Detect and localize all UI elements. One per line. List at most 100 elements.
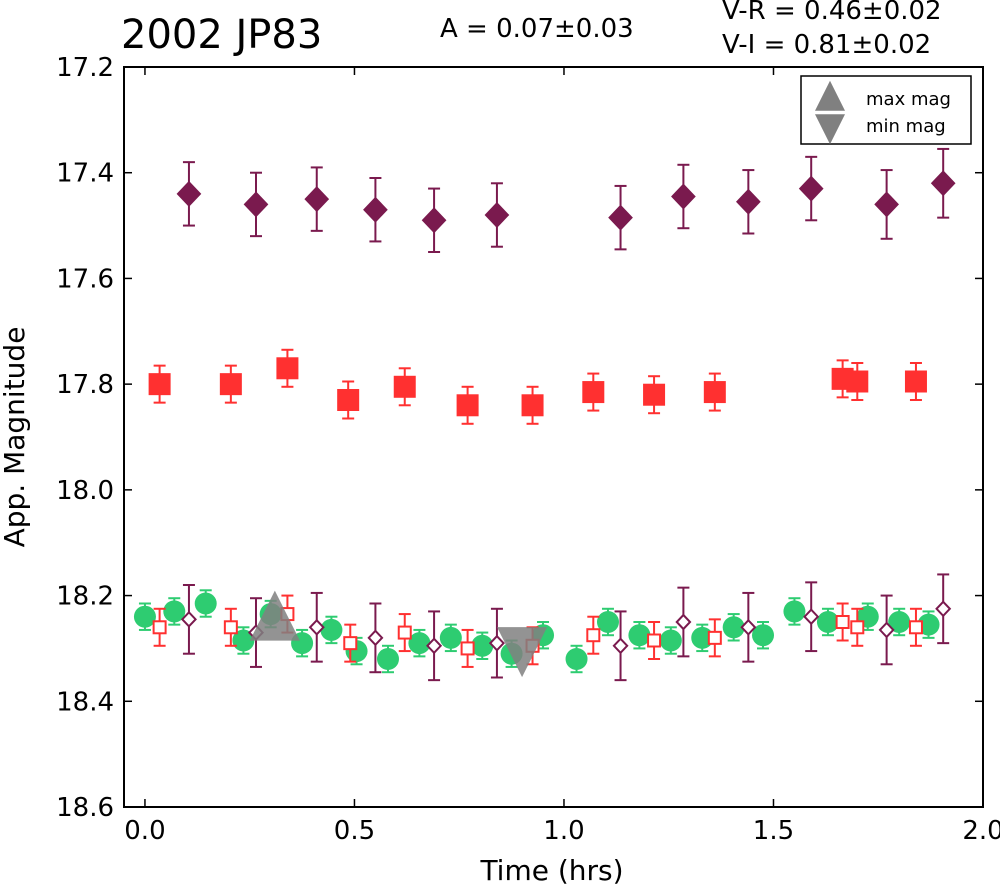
data-point-circle [628,624,651,647]
series-triangle-down-filled [497,627,548,678]
x-axis-ticks: 0.0 0.5 1.0 1.5 2.0 [124,67,1000,846]
data-point-diamond [484,202,510,228]
data-point-circle [783,600,806,623]
data-point-circle [133,605,156,628]
x-tick-label: 0.5 [334,816,375,846]
data-point-square [707,630,722,645]
data-point-diamond [675,613,692,631]
data-point-diamond [671,183,696,210]
data-point-circle [888,611,911,633]
data-point-diamond [304,186,330,213]
data-point-square [850,620,865,635]
y-tick-label: 18.2 [56,582,114,612]
axes [123,66,984,808]
data-point-diamond [735,188,761,215]
data-point-square [521,394,544,417]
legend-label: max mag [866,89,951,110]
data-point-diamond [363,196,388,223]
y-tick-label: 18.6 [56,793,114,823]
data-point-square [846,370,869,393]
plot-frame [123,66,984,808]
data-point-circle [471,634,494,657]
x-tick-label: 1.5 [753,816,794,846]
data-point-circle [320,618,343,641]
data-point-circle [659,629,682,652]
data-point-square [643,383,666,406]
data-point-diamond [421,207,447,234]
y-tick-label: 17.8 [56,370,114,400]
legend-label: min mag [866,116,946,137]
data-point-diamond [798,175,824,202]
data-point-square [219,373,242,396]
x-tick-label: 0.0 [124,816,165,846]
y-axis-label: App. Magnitude [0,327,31,548]
data-point-diamond [740,618,757,636]
data-point-circle [232,629,255,652]
data-point-circle [565,648,588,670]
series-triangle-up-filled [249,590,300,641]
data-point-circle [376,648,399,670]
data-point-square [456,394,479,417]
x-axis-label: Time (hrs) [479,854,623,887]
x-tick-label: 2.0 [962,816,1000,846]
data-point-square [148,373,171,396]
y-tick-label: 17.4 [56,159,114,189]
data-point-square [223,620,238,635]
y-tick-label: 17.6 [56,264,114,294]
data-point-circle [722,616,745,639]
data-point-circle [691,626,714,649]
data-point-circle [408,632,431,655]
series-diamond-filled [176,147,956,253]
v-i-annotation: V-I = 0.81±0.02 [722,30,932,60]
data-point-diamond [488,634,505,652]
data-point-diamond [874,191,899,218]
data-point-square [835,615,850,629]
y-tick-label: 18.4 [56,687,114,717]
data-point-square [397,625,412,640]
data-point-circle [816,611,839,633]
x-tick-label: 1.0 [543,816,584,846]
data-point-circle [194,592,217,615]
chart-title: 2002 JP83 [121,12,323,58]
data-point-triangle-up [249,590,300,641]
data-points [133,147,956,682]
legend-marker-triangle-up [815,80,845,111]
data-point-diamond [308,618,325,636]
data-point-square [904,370,927,393]
data-point-circle [917,613,940,636]
series-circle-filled [133,589,940,674]
data-point-diamond [180,610,197,628]
data-point-diamond [426,637,443,655]
legend-marker-triangle-down [815,114,845,145]
data-point-square [276,357,299,380]
data-point-square [460,641,475,656]
data-point-diamond [367,629,384,647]
data-point-square [647,633,662,648]
data-point-diamond [608,204,633,231]
data-point-circle [752,624,775,647]
series-square-filled [148,348,927,425]
data-point-circle [163,600,186,623]
data-point-diamond [878,621,895,639]
data-point-square [343,636,358,651]
data-point-diamond [612,637,629,655]
data-point-square [152,620,167,635]
legend: max mag min mag [800,75,972,145]
data-point-square [393,375,416,398]
data-point-circle [596,611,619,633]
data-point-square [582,381,605,404]
y-axis-ticks: 17.2 17.4 17.6 17.8 18.0 18.2 18.4 18.6 [56,53,983,823]
data-point-diamond [176,180,202,207]
data-point-square [337,389,360,411]
data-point-diamond [243,191,269,218]
data-point-square [703,381,726,404]
y-tick-label: 17.2 [56,53,114,83]
data-point-triangle-down [497,627,548,678]
data-point-diamond [930,170,956,197]
data-point-square [586,628,601,643]
data-point-diamond [803,608,820,626]
v-r-annotation: V-R = 0.46±0.02 [722,0,942,26]
data-point-diamond [935,600,952,618]
y-tick-label: 18.0 [56,476,114,506]
